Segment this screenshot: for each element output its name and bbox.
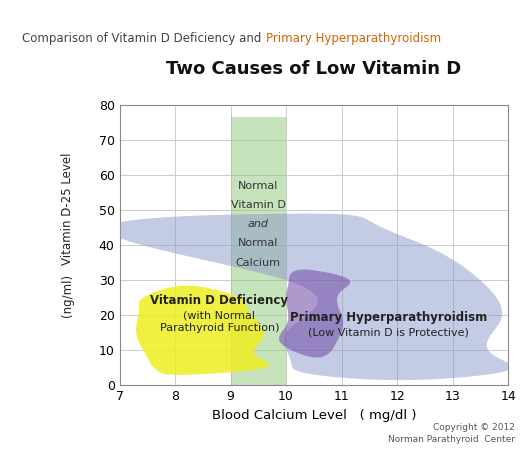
Text: Normal: Normal [238,238,278,248]
Title: Two Causes of Low Vitamin D: Two Causes of Low Vitamin D [166,61,461,79]
Text: Vitamin D Deficiency: Vitamin D Deficiency [150,293,288,307]
X-axis label: Blood Calcium Level   ( mg/dl ): Blood Calcium Level ( mg/dl ) [211,409,416,422]
Text: (Low Vitamin D is Protective): (Low Vitamin D is Protective) [309,328,469,338]
Polygon shape [136,286,269,375]
Text: (ng/ml): (ng/ml) [61,274,74,317]
Polygon shape [279,269,350,358]
Text: Normal: Normal [238,181,278,191]
Text: Vitamin D: Vitamin D [231,200,286,210]
Text: Comparison of Vitamin D Deficiency and: Comparison of Vitamin D Deficiency and [22,32,266,45]
Text: Vitamin D-25 Level: Vitamin D-25 Level [61,152,74,265]
Polygon shape [106,213,512,380]
Bar [230,117,286,385]
Text: Calcium: Calcium [236,258,281,268]
Text: Primary Hyperparathyroidism: Primary Hyperparathyroidism [266,32,441,45]
Text: Copyright © 2012
Norman Parathyroid  Center: Copyright © 2012 Norman Parathyroid Cent… [388,423,515,444]
Text: (with Normal
Parathyroid Function): (with Normal Parathyroid Function) [160,310,279,333]
Text: Primary Hyperparathyroidism: Primary Hyperparathyroidism [290,311,487,324]
Text: and: and [248,219,269,229]
